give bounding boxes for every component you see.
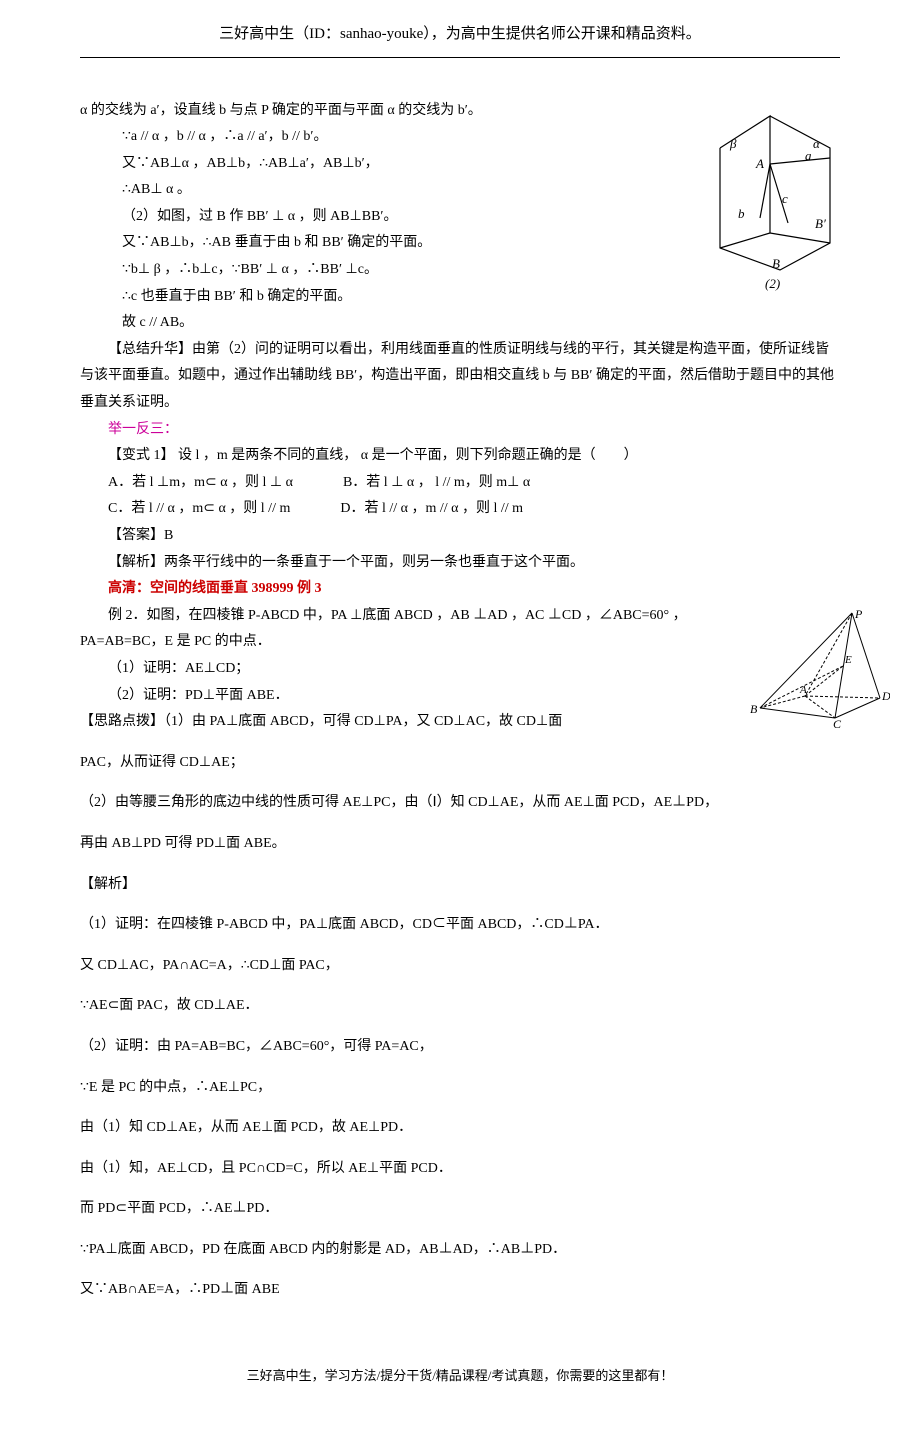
hint-c2: （2）由等腰三角形的底边中线的性质可得 AE⊥PC，由（Ⅰ）知 CD⊥AE，从而… (80, 790, 840, 817)
svg-text:a: a (805, 148, 812, 163)
sol-6: 由（1）知 CD⊥AE，从而 AE⊥面 PCD，故 AE⊥PD． (80, 1115, 840, 1142)
svg-text:β: β (729, 136, 737, 151)
opt-b: B．若 l ⊥ α ， l // m，则 m⊥ α (343, 475, 530, 490)
svg-text:P: P (854, 608, 863, 621)
hint-c1: PAC，从而证得 CD⊥AE； (80, 750, 840, 777)
ex2-q1: （1）证明：AE⊥CD； (80, 656, 840, 683)
sol-8: 而 PD⊂平面 PCD，∴AE⊥PD． (80, 1196, 840, 1223)
hint: 【思路点拨】（1）由 PA⊥底面 ABCD，可得 CD⊥PA，又 CD⊥AC，故… (80, 709, 840, 736)
sol-9: ∵PA⊥底面 ABCD，PD 在底面 ABCD 内的射影是 AD，AB⊥AD，∴… (80, 1237, 840, 1264)
line-8: 故 c // AB。 (80, 310, 840, 337)
sol-2: 又 CD⊥AC，PA∩AC=A，∴CD⊥面 PAC， (80, 953, 840, 980)
ex2-q2: （2）证明：PD⊥平面 ABE． (80, 683, 840, 710)
options-row-1: A．若 l ⊥m，m⊂ α ，则 l ⊥ α B．若 l ⊥ α ， l // m… (80, 470, 840, 497)
opt-d: D．若 l // α ，m // α ，则 l // m (340, 501, 523, 516)
variant-title: 举一反三： (80, 417, 840, 444)
sol-3: ∵AE⊂面 PAC，故 CD⊥AE． (80, 993, 840, 1020)
sol-4: （2）证明：由 PA=AB=BC，∠ABC=60°，可得 PA=AC， (80, 1034, 840, 1061)
svg-text:α: α (813, 136, 821, 151)
svg-text:b: b (738, 206, 745, 221)
content-body: β α A a b c B B′ (2) (80, 98, 840, 1305)
svg-text:B: B (772, 256, 780, 271)
page-header: 三好高中生（ID：sanhao-youke），为高中生提供名师公开课和精品资料。 (80, 20, 840, 58)
sol-label: 【解析】 (80, 872, 840, 899)
ex2-intro: 例 2．如图，在四棱锥 P-ABCD 中，PA ⊥底面 ABCD ，AB ⊥AD… (80, 603, 840, 656)
summary: 【总结升华】由第（2）问的证明可以看出，利用线面垂直的性质证明线与线的平行，其关… (80, 337, 840, 417)
svg-text:D: D (881, 689, 890, 703)
svg-text:(2): (2) (765, 276, 780, 291)
sol-7: 由（1）知，AE⊥CD，且 PC∩CD=C，所以 AE⊥平面 PCD． (80, 1156, 840, 1183)
svg-text:A: A (755, 156, 764, 171)
figure-1: β α A a b c B B′ (2) (710, 108, 850, 293)
sol-10: 又∵AB∩AE=A，∴PD⊥面 ABE (80, 1277, 840, 1304)
sol-5: ∵E 是 PC 的中点，∴AE⊥PC， (80, 1075, 840, 1102)
svg-text:c: c (782, 191, 788, 206)
sol-1: （1）证明：在四棱锥 P-ABCD 中，PA⊥底面 ABCD，CD⊂平面 ABC… (80, 912, 840, 939)
svg-text:C: C (833, 717, 842, 728)
analysis-1: 【解析】两条平行线中的一条垂直于一个平面，则另一条也垂直于这个平面。 (80, 550, 840, 577)
hq-link: 高清：空间的线面垂直 398999 例 3 (80, 576, 840, 603)
svg-text:A: A (799, 684, 807, 696)
variant-1: 【变式 1】 设 l ，m 是两条不同的直线， α 是一个平面，则下列命题正确的… (80, 443, 840, 470)
answer: 【答案】B (80, 523, 840, 550)
page-footer: 三好高中生，学习方法/提分干货/精品课程/考试真题，你需要的这里都有！ (80, 1364, 840, 1389)
opt-c: C．若 l // α ，m⊂ α ，则 l // m (108, 501, 290, 516)
svg-text:E: E (844, 654, 852, 666)
figure-2: P E A B C D (745, 608, 890, 728)
opt-a: A．若 l ⊥m，m⊂ α ，则 l ⊥ α (108, 475, 293, 490)
svg-text:B: B (750, 702, 758, 716)
options-row-2: C．若 l // α ，m⊂ α ，则 l // m D．若 l // α ，m … (80, 496, 840, 523)
svg-text:B′: B′ (815, 216, 826, 231)
hint-c3: 再由 AB⊥PD 可得 PD⊥面 ABE。 (80, 831, 840, 858)
